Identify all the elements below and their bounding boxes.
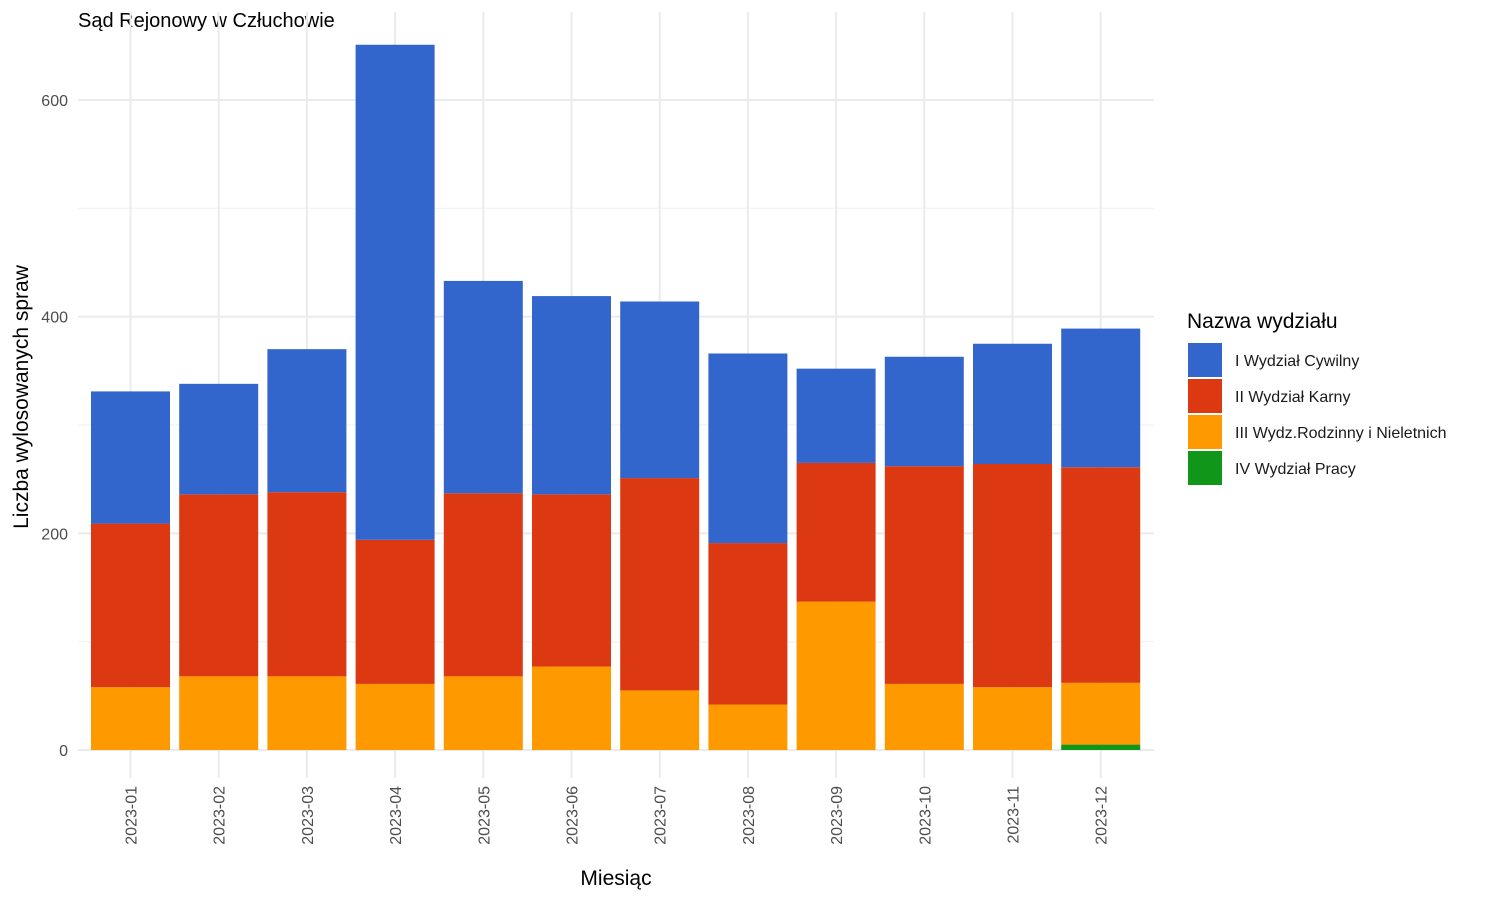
bar-segment (355, 44, 435, 540)
y-ticks: 0 200 400 600 (41, 93, 68, 760)
chart-title: Sąd Rejonowy w Człuchowie (78, 10, 335, 32)
bar-segment (91, 523, 170, 688)
bar-segment (532, 296, 611, 495)
bar-segment (708, 353, 788, 544)
legend-key (1188, 415, 1222, 449)
x-tick-label: 2023-09 (829, 786, 846, 845)
bar-segment (91, 687, 170, 750)
y-tick-label: 200 (41, 526, 68, 543)
bar-segment (620, 478, 700, 691)
bar-segment (91, 391, 170, 524)
bar-segment (708, 543, 788, 705)
bar-segment (973, 687, 1052, 750)
x-ticks: 2023-01 2023-02 2023-03 2023-04 2023-05 2023-… (124, 786, 1111, 845)
legend-key (1188, 343, 1222, 377)
bar-segment (443, 676, 523, 750)
legend-title: Nazwa wydziału (1187, 310, 1338, 333)
bar-segment (1061, 328, 1141, 468)
bar-segment (884, 683, 964, 750)
bar-segment (179, 383, 259, 495)
bar-segment (796, 462, 876, 602)
legend-label: I Wydział Cywilny (1235, 353, 1359, 370)
x-tick-label: 2023-11 (1006, 786, 1023, 844)
x-tick-label: 2023-10 (917, 786, 934, 845)
bars (91, 44, 1141, 750)
bar-segment (267, 349, 347, 493)
bar-segment (1061, 682, 1141, 745)
bar-segment (267, 492, 347, 677)
bar-segment (532, 494, 611, 667)
x-tick-label: 2023-05 (476, 786, 493, 845)
legend-key (1188, 379, 1222, 413)
x-tick-label: 2023-12 (1094, 786, 1111, 845)
x-axis-title: Miesiąc (580, 867, 651, 890)
x-tick-label: 2023-02 (212, 786, 229, 845)
bar-segment (973, 464, 1052, 688)
x-tick-label: 2023-01 (124, 786, 141, 845)
bar-segment (355, 539, 435, 684)
bar-segment (708, 704, 788, 750)
x-tick-label: 2023-07 (653, 786, 670, 845)
bar-segment (1061, 467, 1141, 683)
bar-segment (443, 493, 523, 677)
bar-segment (796, 601, 876, 750)
legend-label: II Wydział Karny (1235, 389, 1350, 406)
bar-segment (884, 466, 964, 684)
legend-label: IV Wydział Pracy (1235, 461, 1356, 478)
bar-segment (443, 280, 523, 494)
y-tick-label: 400 (41, 310, 68, 327)
bar-segment (267, 676, 347, 750)
bar-segment (355, 683, 435, 750)
bar-segment (884, 356, 964, 467)
bar-segment (620, 301, 700, 479)
bar-segment (532, 666, 611, 750)
legend-label: III Wydz.Rodzinny i Nieletnich (1235, 425, 1447, 442)
y-tick-label: 600 (41, 93, 68, 110)
x-tick-label: 2023-04 (388, 786, 405, 845)
x-tick-label: 2023-03 (300, 786, 317, 845)
legend-key (1188, 451, 1222, 485)
y-tick-label: 0 (59, 743, 68, 760)
x-tick-label: 2023-06 (565, 786, 582, 845)
bar-segment (179, 494, 259, 677)
x-tick-label: 2023-08 (741, 786, 758, 845)
bar-segment (620, 690, 700, 750)
bar-segment (973, 343, 1052, 464)
bar-segment (179, 676, 259, 750)
bar-segment (1061, 744, 1141, 750)
bar-segment (796, 368, 876, 463)
y-axis-title: Liczba wylosowanych spraw (10, 264, 33, 529)
legend: Nazwa wydziału I Wydział Cywilny II Wydzi… (1187, 310, 1447, 485)
